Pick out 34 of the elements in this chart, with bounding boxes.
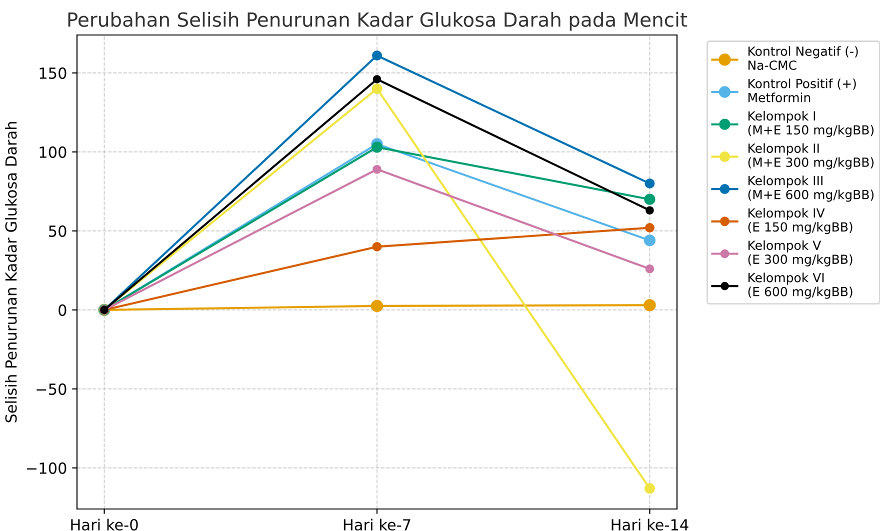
point [372, 83, 382, 94]
y-tick-label: 100 [40, 146, 66, 158]
y-tick-label: −100 [26, 462, 66, 474]
legend-label: Kelompok II (M+E 300 mg/kgBB) [748, 143, 874, 170]
point [372, 50, 382, 61]
point [371, 142, 383, 153]
x-tick-label: Hari ke-0 [71, 518, 138, 531]
point [370, 300, 384, 312]
point [646, 206, 654, 215]
legend-label: Kelompok I (M+E 150 mg/kgBB) [748, 110, 874, 138]
point [644, 299, 656, 312]
point [645, 264, 654, 274]
point [372, 164, 382, 174]
point [372, 75, 382, 84]
legend-label: Kelompok VI (E 600 mg/kgBB) [748, 272, 852, 299]
legend-label: Kelompok V (E 300 mg/kgBB) [748, 240, 852, 266]
y-axis-title: Selisih Penurunan Kadar Glukosa Darah [4, 122, 17, 422]
chart-title: Perubahan Selisih Penurunan Kadar Glukosa Darah pada Mencit [68, 12, 688, 31]
y-tick-label: 0 [58, 304, 66, 316]
legend-label: Kontrol Positif (+) Metformin [748, 78, 856, 102]
x-tick-label: Hari ke-14 [612, 518, 688, 531]
point [372, 242, 382, 252]
point [645, 223, 654, 232]
x-tick-label: Hari ke-7 [344, 518, 410, 531]
point [644, 234, 656, 246]
point [644, 194, 656, 205]
legend-label: Kontrol Negatif (-) Na-CMC [748, 46, 858, 70]
point [644, 178, 655, 189]
legend-label: Kelompok III (M+E 600 mg/kgBB) [748, 176, 874, 202]
y-tick-label: 150 [40, 67, 66, 79]
legend-label: Kelompok IV (E 150 mg/kgBB) [748, 208, 852, 234]
point [644, 483, 656, 494]
y-tick-label: −50 [36, 383, 66, 395]
y-tick-label: 50 [49, 225, 66, 237]
